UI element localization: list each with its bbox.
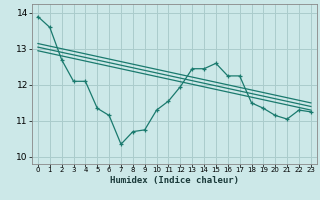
X-axis label: Humidex (Indice chaleur): Humidex (Indice chaleur): [110, 176, 239, 185]
